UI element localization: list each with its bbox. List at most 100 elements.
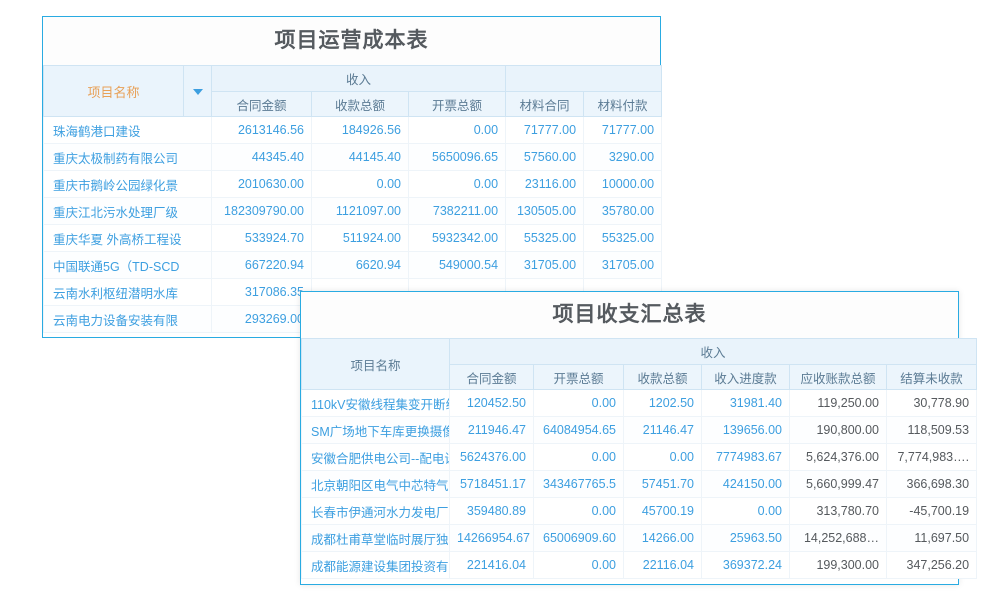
cell-project-name: 云南水利枢纽潜明水库 xyxy=(43,278,212,306)
table-row[interactable]: SM广场地下车库更换摄像材 211946.47 64084954.65 2114… xyxy=(301,416,978,444)
table-row[interactable]: 珠海鹤港口建设 2613146.56 184926.56 0.00 71777.… xyxy=(43,116,663,144)
table-row[interactable]: 重庆江北污水处理厂级 182309790.00 1121097.00 73822… xyxy=(43,197,663,225)
cell-value: 14266.00 xyxy=(623,524,702,552)
cell-value: 0.00 xyxy=(533,389,624,417)
cell-project-name: 北京朝阳区电气中芯特气系 xyxy=(301,470,450,498)
table-row[interactable]: 长春市伊通河水力发电厂改 359480.89 0.00 45700.19 0.0… xyxy=(301,497,978,525)
cell-value: 30,778.90 xyxy=(885,389,978,417)
cell-project-name: 重庆华夏 外高桥工程设 xyxy=(43,224,212,252)
cell-value: 0.00 xyxy=(533,497,624,525)
cell-value: 199,300.00 xyxy=(789,551,887,579)
cell-value: 139656.00 xyxy=(701,416,790,444)
cell-value: 2613146.56 xyxy=(211,116,312,144)
column-header-settlement-unreceived[interactable]: 结算未收款 xyxy=(885,364,978,390)
column-header-contract-amount[interactable]: 合同金额 xyxy=(449,364,534,390)
cell-value: 5,660,999.47 xyxy=(789,470,887,498)
cell-value: 22116.04 xyxy=(623,551,702,579)
cell-value: 2010630.00 xyxy=(211,170,312,198)
cell-value: 119,250.00 xyxy=(789,389,887,417)
cell-value: 0.00 xyxy=(407,170,507,198)
cell-value: 7382211.00 xyxy=(407,197,507,225)
cell-value: 14,252,688… xyxy=(789,524,887,552)
cell-value: 317086.35 xyxy=(211,278,312,306)
project-income-expense-summary-table-card: 项目收支汇总表 项目名称 收入 合同金额 开票总额 收款总额 收入进度款 应收账… xyxy=(300,291,978,585)
cell-value: 182309790.00 xyxy=(211,197,312,225)
cost-table-body: 珠海鹤港口建设 2613146.56 184926.56 0.00 71777.… xyxy=(43,116,663,333)
table-row[interactable]: 重庆太极制药有限公司 44345.40 44145.40 5650096.65 … xyxy=(43,143,663,171)
table-row[interactable]: 安徽合肥供电公司--配电设 5624376.00 0.00 0.00 77749… xyxy=(301,443,978,471)
cell-value: 190,800.00 xyxy=(789,416,887,444)
cell-value: 31705.00 xyxy=(505,251,585,279)
cell-value: 25963.50 xyxy=(701,524,790,552)
cell-project-name: 云南电力设备安装有限 xyxy=(43,305,212,333)
cell-value: 31705.00 xyxy=(583,251,663,279)
column-header-invoiced-total[interactable]: 开票总额 xyxy=(533,364,624,390)
summary-table: 项目名称 收入 合同金额 开票总额 收款总额 收入进度款 应收账款总额 结算未收… xyxy=(301,338,978,579)
cell-value: 11,697.50 xyxy=(885,524,978,552)
cell-value: 3290.00 xyxy=(583,143,663,171)
cell-value: 10000.00 xyxy=(583,170,663,198)
cell-project-name: 重庆江北污水处理厂级 xyxy=(43,197,212,225)
group-header-income: 收入 xyxy=(448,338,978,365)
cell-value: 667220.94 xyxy=(211,251,312,279)
column-header-project-name[interactable]: 项目名称 xyxy=(43,65,184,117)
cell-project-name: 中国联通5G（TD-SCD xyxy=(43,251,212,279)
column-header-material-contract[interactable]: 材料合同 xyxy=(505,91,585,117)
cell-value: 71777.00 xyxy=(505,116,585,144)
cost-table-head: 项目名称 收入 合同金额 收款总额 开票总额 材料合同 材料付款 xyxy=(43,65,663,117)
cell-value: 511924.00 xyxy=(311,224,409,252)
cell-value: 31981.40 xyxy=(701,389,790,417)
cell-project-name: 长春市伊通河水力发电厂改 xyxy=(301,497,450,525)
column-header-invoiced-total[interactable]: 开票总额 xyxy=(407,91,507,117)
table-row[interactable]: 成都杜甫草堂临时展厅独立 14266954.67 65006909.60 142… xyxy=(301,524,978,552)
column-header-received-total[interactable]: 收款总额 xyxy=(311,91,409,117)
cell-value: 44145.40 xyxy=(311,143,409,171)
cell-value: 347,256.20 xyxy=(885,551,978,579)
column-header-project-name[interactable]: 项目名称 xyxy=(301,338,450,390)
cell-value: 45700.19 xyxy=(623,497,702,525)
table-row[interactable]: 中国联通5G（TD-SCD 667220.94 6620.94 549000.5… xyxy=(43,251,663,279)
cell-value: 313,780.70 xyxy=(789,497,887,525)
cell-value: -45,700.19 xyxy=(885,497,978,525)
cell-value: 120452.50 xyxy=(449,389,534,417)
cell-project-name: 成都杜甫草堂临时展厅独立 xyxy=(301,524,450,552)
column-header-income-progress-payment[interactable]: 收入进度款 xyxy=(701,364,790,390)
table-row[interactable]: 北京朝阳区电气中芯特气系 5718451.17 343467765.5 5745… xyxy=(301,470,978,498)
column-header-material-payment[interactable]: 材料付款 xyxy=(583,91,663,117)
cell-value: 221416.04 xyxy=(449,551,534,579)
cell-project-name: 珠海鹤港口建设 xyxy=(43,116,212,144)
column-header-receivable-total[interactable]: 应收账款总额 xyxy=(789,364,887,390)
cell-value: 0.00 xyxy=(533,443,624,471)
cell-value: 369372.24 xyxy=(701,551,790,579)
cell-value: 23116.00 xyxy=(505,170,585,198)
cell-value: 55325.00 xyxy=(505,224,585,252)
group-header-empty xyxy=(505,65,663,92)
cell-value: 35780.00 xyxy=(583,197,663,225)
cell-value: 184926.56 xyxy=(311,116,409,144)
filter-button-project-name[interactable] xyxy=(183,65,212,117)
cell-value: 55325.00 xyxy=(583,224,663,252)
cell-value: 1202.50 xyxy=(623,389,702,417)
cell-value: 5,624,376.00 xyxy=(789,443,887,471)
cell-value: 0.00 xyxy=(407,116,507,144)
table-row[interactable]: 重庆市鹅岭公园绿化景 2010630.00 0.00 0.00 23116.00… xyxy=(43,170,663,198)
cell-project-name: 110kV安徽线程集变开断线 xyxy=(301,389,450,417)
page-title-cost: 项目运营成本表 xyxy=(43,17,660,65)
cell-value: 0.00 xyxy=(623,443,702,471)
column-header-contract-amount[interactable]: 合同金额 xyxy=(211,91,312,117)
table-row[interactable]: 成都能源建设集团投资有限 221416.04 0.00 22116.04 369… xyxy=(301,551,978,579)
cell-value: 65006909.60 xyxy=(533,524,624,552)
summary-table-head: 项目名称 收入 合同金额 开票总额 收款总额 收入进度款 应收账款总额 结算未收… xyxy=(301,338,978,390)
cell-value: 533924.70 xyxy=(211,224,312,252)
cell-value: 211946.47 xyxy=(449,416,534,444)
table-row[interactable]: 重庆华夏 外高桥工程设 533924.70 511924.00 5932342.… xyxy=(43,224,663,252)
table-row[interactable]: 110kV安徽线程集变开断线 120452.50 0.00 1202.50 31… xyxy=(301,389,978,417)
column-header-received-total[interactable]: 收款总额 xyxy=(623,364,702,390)
cell-value: 57560.00 xyxy=(505,143,585,171)
cell-value: 549000.54 xyxy=(407,251,507,279)
cell-value: 5650096.65 xyxy=(407,143,507,171)
cell-value: 5932342.00 xyxy=(407,224,507,252)
cell-value: 0.00 xyxy=(311,170,409,198)
cell-value: 1121097.00 xyxy=(311,197,409,225)
cell-project-name: 安徽合肥供电公司--配电设 xyxy=(301,443,450,471)
